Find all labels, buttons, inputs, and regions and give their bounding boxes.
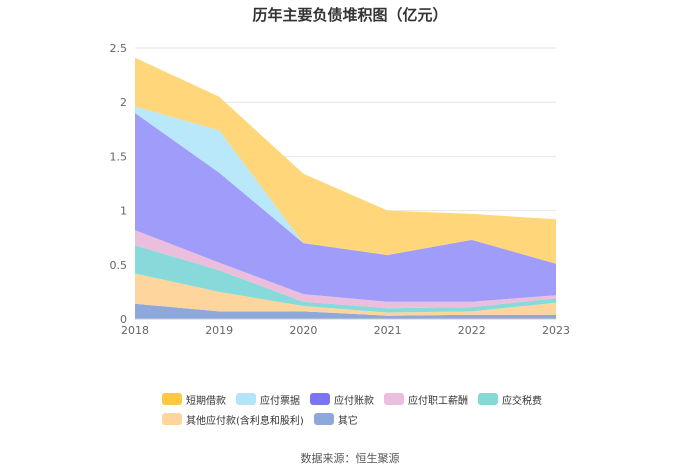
y-tick-label: 1	[120, 205, 127, 218]
legend-label: 应付职工薪酬	[408, 395, 468, 407]
area-series-5	[135, 106, 556, 264]
legend-label: 应交税费	[502, 395, 542, 407]
legend-row-1: 短期借款 应付票据 应付账款 应付职工薪酬 应交税费	[162, 389, 582, 409]
legend-item-taxes-payable[interactable]: 应交税费	[478, 392, 542, 407]
x-tick-label: 2020	[289, 324, 317, 337]
y-tick-label: 2.5	[110, 42, 128, 55]
area-series-0	[135, 303, 556, 319]
x-tick-label: 2023	[542, 324, 570, 337]
legend-item-short-term-borrowing[interactable]: 短期借款	[162, 392, 226, 407]
chart-title: 历年主要负债堆积图（亿元）	[252, 6, 448, 24]
legend-item-accounts-payable[interactable]: 应付账款	[310, 392, 374, 407]
legend-swatch	[384, 393, 404, 405]
y-tick-label: 0.5	[110, 259, 128, 272]
y-tick-label: 1.5	[110, 150, 128, 163]
legend-swatch	[310, 393, 330, 405]
legend-item-notes-payable[interactable]: 应付票据	[236, 392, 300, 407]
legend-item-others[interactable]: 其它	[313, 412, 358, 427]
legend-swatch	[313, 413, 334, 425]
area-series-1	[135, 273, 556, 316]
area-series-2	[135, 245, 556, 313]
x-tick-label: 2019	[205, 324, 233, 337]
area-series-4	[135, 113, 556, 302]
area-series-3	[135, 230, 556, 309]
legend-label: 短期借款	[186, 395, 226, 407]
legend-swatch	[162, 413, 182, 425]
x-tick-label: 2018	[121, 324, 149, 337]
data-source: 数据来源：恒生聚源	[300, 452, 400, 465]
legend-swatch	[478, 393, 498, 405]
legend-item-employee-pay-payable[interactable]: 应付职工薪酬	[384, 392, 468, 407]
legend-swatch	[236, 393, 256, 405]
x-tick-label: 2022	[458, 324, 486, 337]
legend-label: 应付账款	[334, 395, 374, 407]
legend-swatch	[162, 393, 182, 405]
legend-item-other-payables[interactable]: 其他应付款(含利息和股利)	[162, 412, 304, 427]
y-tick-label: 0	[120, 313, 127, 326]
y-tick-label: 2	[120, 96, 127, 109]
area-series-6	[135, 57, 556, 264]
legend-label: 应付票据	[260, 395, 300, 407]
legend: 短期借款 应付票据 应付账款 应付职工薪酬 应交税费 其他应付款(含利息和股利)…	[162, 389, 582, 429]
legend-label: 其它	[337, 415, 358, 427]
legend-row-2: 其他应付款(含利息和股利) 其它	[162, 409, 582, 429]
x-tick-label: 2021	[374, 324, 402, 337]
legend-label: 其他应付款(含利息和股利)	[186, 415, 304, 427]
